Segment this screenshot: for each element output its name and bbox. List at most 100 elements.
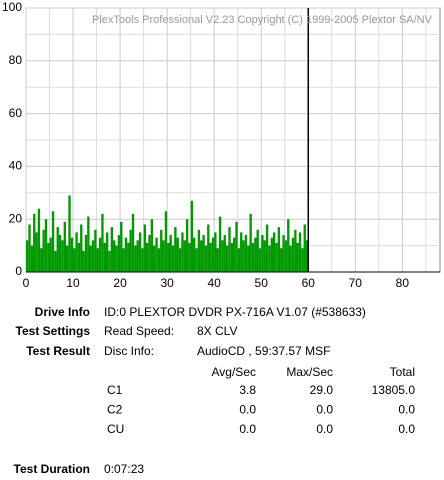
bar [65, 245, 69, 272]
bar [30, 245, 34, 272]
bar [157, 248, 161, 272]
bar [277, 227, 281, 272]
bar [235, 221, 238, 272]
bar [225, 245, 229, 272]
y-tick-label: 40 [9, 159, 23, 173]
bar [282, 235, 285, 272]
bar [270, 237, 273, 272]
bar [263, 240, 266, 272]
y-tick-label: 100 [2, 0, 22, 14]
bar [40, 248, 43, 272]
bar [37, 208, 41, 272]
bar [58, 235, 62, 272]
bar [143, 224, 146, 272]
table-cell: 0.0 [316, 403, 333, 417]
bar [228, 227, 231, 272]
value: 8X CLV [197, 324, 237, 338]
bar [148, 235, 151, 272]
bar [176, 237, 179, 272]
bar [261, 235, 264, 272]
table-cell: 0.0 [398, 422, 415, 436]
bar [294, 229, 297, 272]
bar [54, 250, 57, 272]
bar [183, 240, 186, 272]
label: Test Duration [14, 462, 90, 476]
bar [155, 237, 158, 272]
bar [63, 221, 66, 272]
table-cell: 0.0 [316, 422, 333, 436]
bar [256, 229, 259, 272]
bar [91, 240, 95, 272]
bar [272, 232, 276, 272]
bar [164, 211, 168, 272]
bar [265, 224, 269, 272]
bar [96, 248, 99, 272]
bar [42, 229, 45, 272]
bar [115, 245, 118, 272]
bar [80, 224, 83, 272]
bar [207, 224, 210, 272]
bar [240, 232, 243, 272]
bar [287, 219, 290, 272]
bar [237, 248, 241, 272]
bar [73, 248, 76, 272]
x-tick-label: 20 [113, 276, 127, 290]
table-header: Max/Sec [286, 365, 333, 379]
bar [291, 237, 295, 272]
bar [254, 237, 257, 272]
bar [284, 240, 288, 272]
bar [197, 229, 201, 272]
bar [230, 242, 233, 272]
bar [122, 248, 125, 272]
bar [296, 242, 299, 272]
bar [120, 221, 123, 272]
table-cell: 0.0 [239, 403, 256, 417]
bar [98, 237, 102, 272]
bar [141, 248, 144, 272]
y-tick-label: 80 [9, 53, 23, 67]
table-header: Total [390, 365, 415, 379]
bar [268, 245, 271, 272]
bar [56, 227, 59, 272]
bar [105, 232, 109, 272]
bar [77, 242, 81, 272]
bar [145, 242, 149, 272]
bar [214, 232, 217, 272]
bar [94, 229, 97, 272]
x-tick-label: 0 [23, 276, 30, 290]
x-tick-label: 60 [302, 276, 316, 290]
table-cell: 0.0 [398, 403, 415, 417]
bar [178, 248, 182, 272]
info: Drive Info ID:0 PLEXTOR DVDR PX-716A V1.… [14, 305, 416, 476]
bar [160, 229, 163, 272]
bar [218, 216, 222, 272]
value: 0:07:23 [104, 462, 144, 476]
bar [103, 242, 106, 272]
bar [150, 219, 154, 272]
bar [174, 227, 177, 272]
x-tick-label: 80 [396, 276, 410, 290]
bar [209, 242, 212, 272]
bar [202, 235, 205, 272]
bar [247, 245, 250, 272]
y-tick-label: 20 [9, 211, 23, 225]
bar [131, 213, 135, 272]
bar [289, 245, 292, 272]
bar [87, 216, 90, 272]
bar [233, 237, 236, 272]
bar [113, 240, 116, 272]
bar [185, 219, 189, 272]
y-tick-label: 0 [15, 264, 22, 278]
bar [44, 219, 48, 272]
bar [200, 240, 203, 272]
x-tick-label: 30 [160, 276, 174, 290]
bar [305, 240, 309, 272]
table-header: Avg/Sec [212, 365, 256, 379]
row-label: C2 [107, 403, 123, 417]
bar [181, 232, 184, 272]
chart-title: PlexTools Professional V2.23 Copyright (… [92, 14, 433, 26]
bar [26, 240, 29, 272]
bar [47, 242, 50, 272]
bar [108, 250, 111, 272]
table-cell: 13805.0 [372, 383, 416, 397]
